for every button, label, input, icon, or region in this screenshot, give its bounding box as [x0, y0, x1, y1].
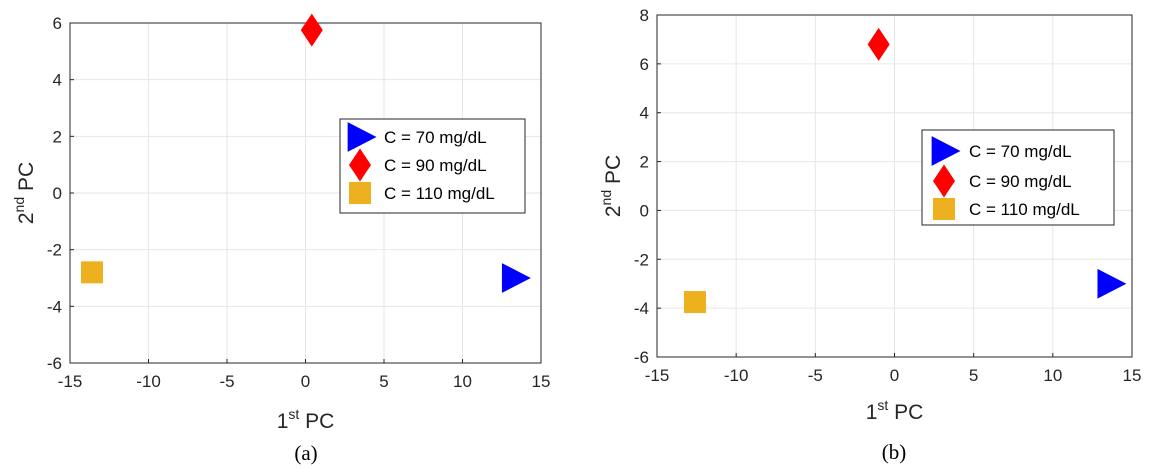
y-tick-label: -6: [634, 348, 649, 367]
data-point-square: [80, 261, 103, 284]
y-tick-label: 6: [53, 14, 62, 33]
x-axis-label: 1st PC: [866, 397, 924, 424]
y-tick-label: 8: [640, 6, 649, 25]
x-tick-label: -5: [808, 366, 823, 385]
legend-marker-square: [933, 198, 955, 220]
x-tick-label: 5: [379, 372, 388, 391]
legend-label: C = 110 mg/dL: [384, 184, 495, 203]
panel-caption: (a): [294, 441, 317, 465]
legend-marker-triangle-right: [347, 122, 377, 152]
y-tick-label: 0: [640, 201, 649, 220]
legend-marker-diamond: [349, 148, 371, 182]
legend: C = 70 mg/dL C = 90 mg/dL C = 110 mg/dL: [339, 118, 526, 214]
y-tick-label: -6: [47, 354, 62, 373]
x-tick-label: 0: [890, 366, 899, 385]
y-tick-label: 0: [53, 184, 62, 203]
x-tick-label: -5: [219, 372, 234, 391]
data-point-diamond: [867, 27, 890, 61]
x-tick-label: -10: [724, 366, 749, 385]
data-point-triangle-right: [501, 263, 531, 293]
legend-marker-square: [349, 182, 371, 204]
data-point-square: [684, 291, 706, 314]
y-tick-label: -2: [634, 250, 649, 269]
x-tick-label: -10: [136, 372, 161, 391]
legend-marker-diamond: [933, 164, 955, 198]
x-tick-label: 10: [453, 372, 472, 391]
y-tick-label: -4: [47, 297, 62, 316]
x-axis-label: 1st PC: [277, 406, 335, 433]
legend-label: C = 70 mg/dL: [384, 128, 487, 147]
y-axis-label: 2nd PC: [598, 155, 625, 217]
y-tick-label: -2: [47, 241, 62, 260]
legend-label: C = 90 mg/dL: [969, 172, 1072, 191]
legend-label: C = 70 mg/dL: [969, 142, 1072, 161]
y-axis-label: 2nd PC: [11, 162, 38, 224]
y-tick-label: 2: [53, 127, 62, 146]
legend-label: C = 110 mg/dL: [969, 200, 1080, 219]
x-tick-label: -15: [58, 372, 83, 391]
y-tick-label: 4: [640, 104, 649, 123]
data-point-diamond: [300, 13, 323, 47]
x-tick-label: 0: [301, 372, 310, 391]
x-tick-label: -15: [645, 366, 670, 385]
legend-marker-triangle-right: [931, 136, 961, 166]
x-tick-label: 5: [969, 366, 978, 385]
data-point-triangle-right: [1097, 268, 1127, 299]
panel-b: -15 -10 -5 0 5 10 15 -6 -4 -2 0 2 4 6 8 1st PC 2nd PC C =…: [598, 6, 1141, 464]
legend-label: C = 90 mg/dL: [384, 156, 487, 175]
y-tick-label: 2: [640, 153, 649, 172]
panel-a: -15 -10 -5 0 5 10 15 -6 -4 -2 0 2 4 6 1st PC 2nd PC C = …: [11, 13, 551, 465]
x-tick-label: 15: [1123, 366, 1142, 385]
legend: C = 70 mg/dL C = 90 mg/dL C = 110 mg/dL: [921, 129, 1115, 226]
x-tick-label: 15: [532, 372, 551, 391]
y-tick-label: 6: [640, 55, 649, 74]
x-tick-label: 10: [1043, 366, 1062, 385]
y-tick-label: 4: [53, 71, 62, 90]
panel-caption: (b): [882, 440, 907, 464]
y-tick-label: -4: [634, 299, 649, 318]
